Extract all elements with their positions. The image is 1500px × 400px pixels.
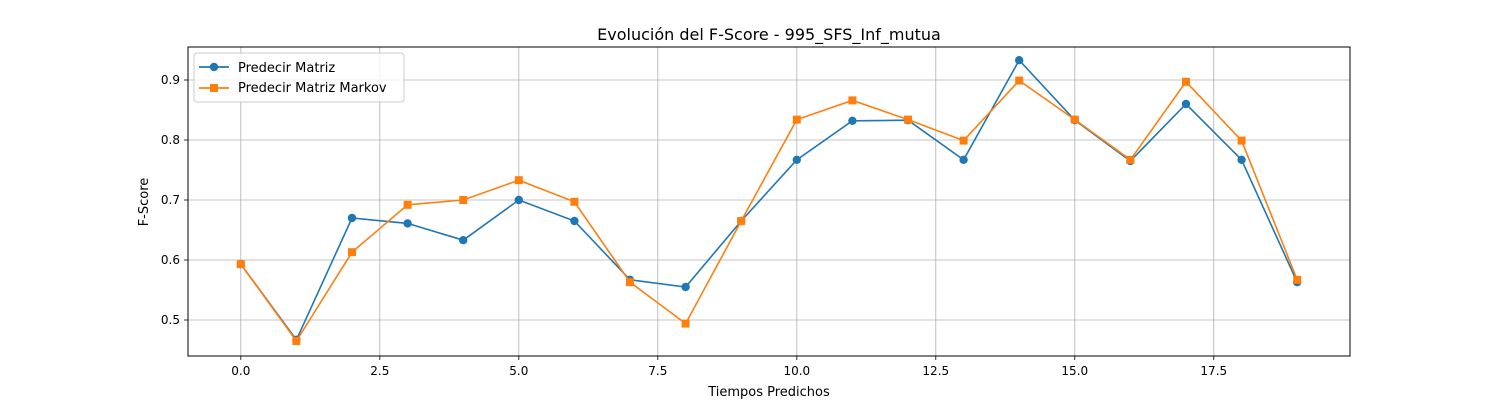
data-point-predecir-matriz-markov: [403, 200, 412, 209]
data-point-predecir-matriz: [792, 155, 801, 164]
legend-marker-predecir-matriz-markov: [210, 84, 218, 92]
data-point-predecir-matriz-markov: [1181, 77, 1190, 86]
data-point-predecir-matriz-markov: [848, 96, 857, 105]
data-point-predecir-matriz-markov: [236, 260, 245, 269]
data-point-predecir-matriz: [681, 282, 690, 292]
data-point-predecir-matriz: [403, 219, 412, 228]
x-tick-label: 0.0: [231, 364, 250, 378]
data-point-predecir-matriz-markov: [1293, 275, 1302, 284]
data-point-predecir-matriz-markov: [348, 248, 357, 257]
data-point-predecir-matriz: [570, 216, 579, 226]
data-point-predecir-matriz: [459, 236, 468, 245]
data-point-predecir-matriz-markov: [514, 176, 523, 185]
x-tick-label: 10.0: [783, 364, 810, 378]
data-point-predecir-matriz-markov: [1070, 115, 1079, 124]
data-point-predecir-matriz: [1014, 56, 1024, 65]
data-point-predecir-matriz: [514, 195, 524, 205]
data-point-predecir-matriz-markov: [459, 196, 468, 204]
data-point-predecir-matriz: [848, 116, 857, 126]
y-tick-label: 0.7: [161, 193, 180, 207]
y-axis-label: F-Score: [137, 178, 152, 227]
x-tick-label: 2.5: [370, 364, 389, 378]
y-axis-ticks: 0.5 0.6 0.7 0.8 0.9: [161, 73, 188, 327]
series-lines: [236, 56, 1302, 345]
grid: [188, 47, 1350, 356]
data-point-predecir-matriz-markov: [292, 337, 301, 345]
legend-label-predecir-matriz-markov: Predecir Matriz Markov: [238, 81, 387, 96]
legend-label-predecir-matriz: Predecir Matriz: [238, 61, 335, 76]
x-tick-label: 5.0: [509, 364, 528, 378]
data-point-predecir-matriz-markov: [681, 319, 690, 328]
data-point-predecir-matriz-markov: [959, 136, 968, 145]
legend-marker-predecir-matriz: [209, 62, 219, 72]
y-tick-label: 0.8: [161, 133, 180, 147]
x-tick-label: 12.5: [922, 364, 949, 378]
chart-title: Evolución del F-Score - 995_SFS_Inf_mutu…: [597, 25, 941, 45]
legend-box: [193, 52, 405, 103]
data-point-predecir-matriz-markov: [792, 115, 801, 124]
data-point-predecir-matriz-markov: [1237, 136, 1246, 145]
data-point-predecir-matriz: [1237, 155, 1246, 164]
series-line-predecir-matriz: [240, 58, 1298, 342]
x-tick-label: 7.5: [648, 364, 667, 378]
data-point-predecir-matriz: [1181, 99, 1191, 109]
series-line-predecir-matriz-markov: [240, 79, 1298, 343]
data-point-predecir-matriz-markov: [737, 217, 746, 225]
data-point-predecir-matriz-markov: [903, 115, 912, 124]
data-point-predecir-matriz: [959, 155, 968, 164]
data-point-predecir-matriz-markov: [570, 197, 579, 206]
x-tick-label: 17.5: [1200, 364, 1227, 378]
data-point-predecir-matriz-markov: [626, 278, 635, 287]
x-axis-ticks: 0.0 2.5 5.0 7.5 10.0 12.5 15.0 17.5: [231, 356, 1227, 378]
series-predecir-matriz-markov: [236, 76, 1302, 345]
x-axis-label: Tiempos Predichos: [707, 385, 830, 400]
data-point-predecir-matriz-markov: [1126, 155, 1135, 164]
y-tick-label: 0.6: [161, 253, 180, 267]
x-tick-label: 15.0: [1061, 364, 1088, 378]
y-tick-label: 0.5: [161, 313, 180, 327]
plot-area-frame: [187, 46, 1351, 357]
data-point-predecir-matriz: [347, 213, 357, 223]
y-tick-label: 0.9: [161, 73, 180, 87]
data-point-predecir-matriz-markov: [1015, 76, 1024, 85]
legend: Predecir Matriz Predecir Matriz Markov: [193, 52, 405, 103]
